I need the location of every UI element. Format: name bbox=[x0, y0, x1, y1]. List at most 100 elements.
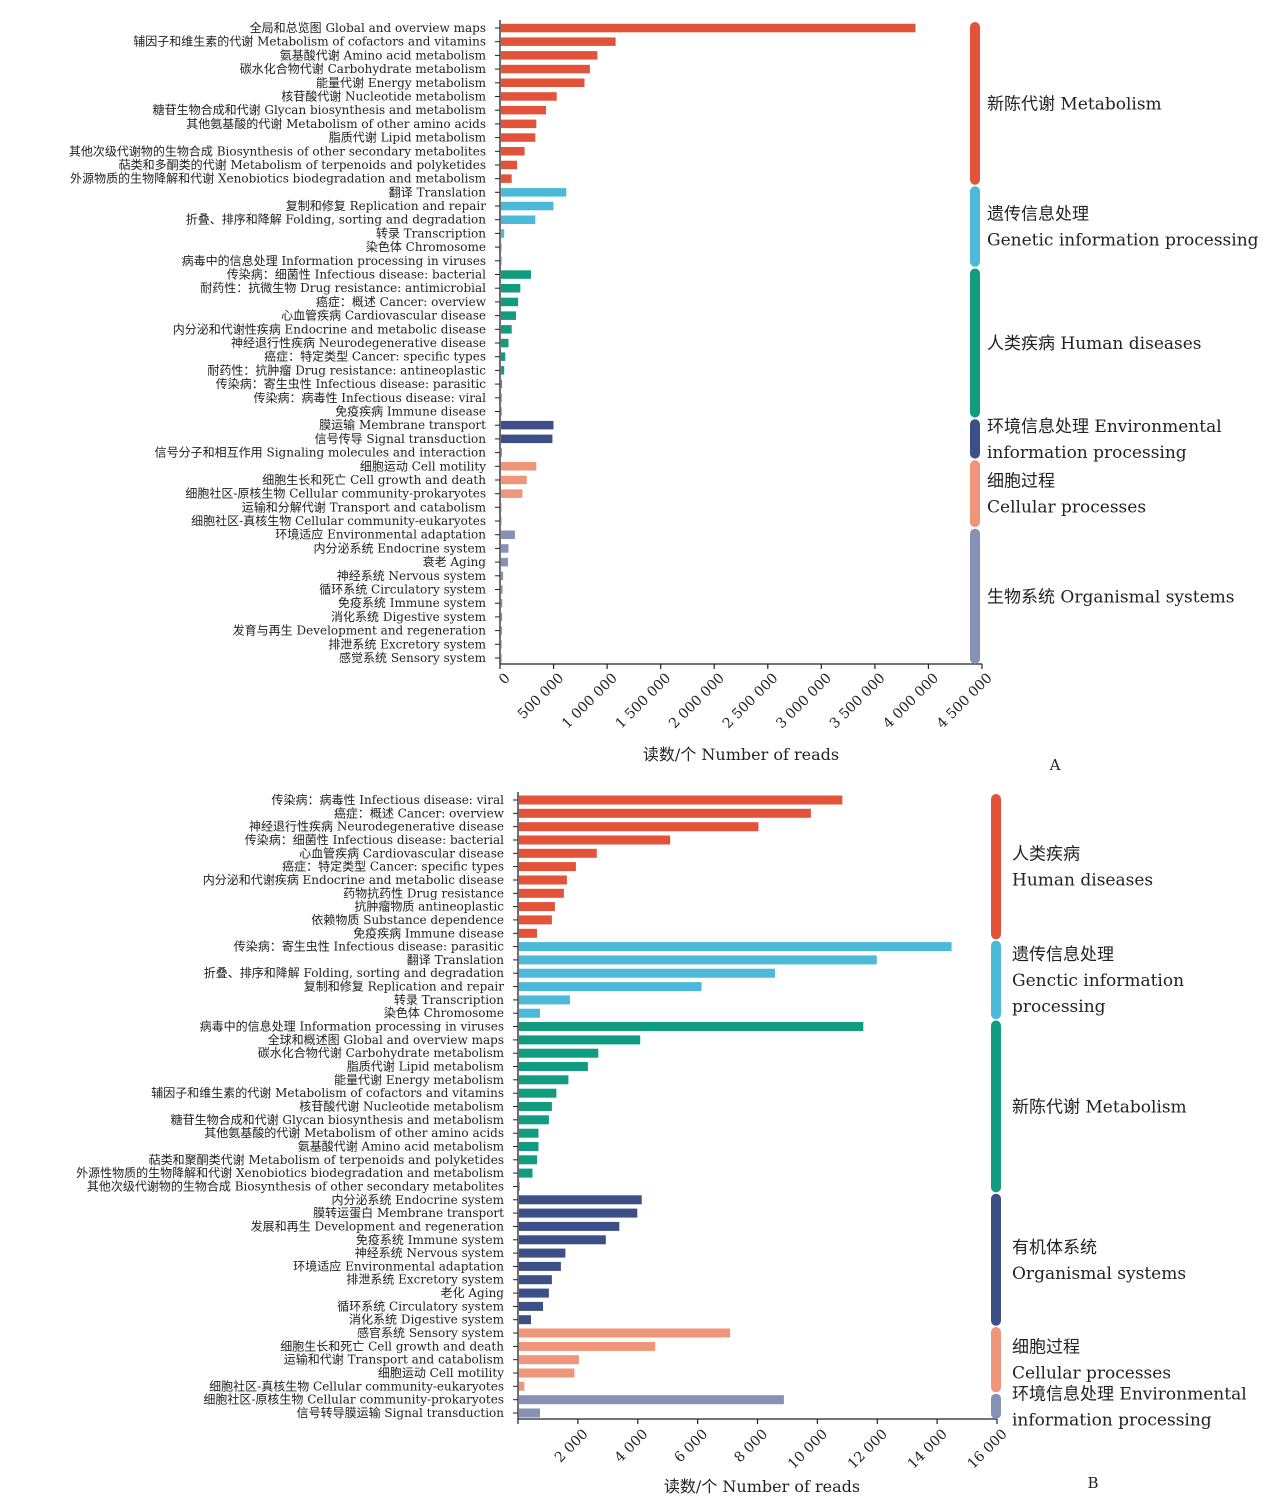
panel-b-bar bbox=[519, 1395, 784, 1405]
panel-a-bar bbox=[501, 242, 502, 252]
panel-b-group-label: 新陈代谢 Metabolism bbox=[1012, 1098, 1187, 1118]
panel-a-category-label: 细胞社区-真核生物 Cellular community-eukaryotes bbox=[191, 513, 486, 528]
panel-a-x-tick-label: 3 500 000 bbox=[827, 670, 889, 732]
panel-b-bar bbox=[519, 915, 552, 925]
panel-a-category-label: 内分泌系统 Endocrine system bbox=[313, 541, 486, 555]
panel-a-category-label: 神经系统 Nervous system bbox=[337, 569, 487, 583]
panel-a-bar bbox=[501, 119, 537, 129]
panel-a-category-label: 免疫系统 Immune system bbox=[338, 595, 487, 610]
panel-b-group-label: Human diseases bbox=[1012, 871, 1153, 891]
panel-b-bar bbox=[519, 1088, 557, 1098]
panel-a-group-label: Cellular processes bbox=[987, 498, 1146, 518]
panel-a-bar bbox=[501, 174, 512, 183]
panel-a-bar bbox=[501, 516, 502, 526]
panel-a-category-label: 感觉系统 Sensory system bbox=[339, 650, 487, 665]
panel-b-category-label: 感官系统 Sensory system bbox=[357, 1325, 505, 1340]
panel-b-category-label: 萜类和聚酮类代谢 Metabolism of terpenoids and po… bbox=[149, 1152, 504, 1167]
panel-b-bar bbox=[519, 968, 775, 978]
panel-b-bar bbox=[519, 1128, 539, 1138]
panel-b-bar bbox=[519, 1248, 566, 1258]
panel-a-category-label: 排泄系统 Excretory system bbox=[328, 637, 486, 651]
panel-a-x-tick-label: 3 000 000 bbox=[773, 670, 835, 732]
panel-a-category-label: 耐药性：抗微生物 Drug resistance: antimicrobial bbox=[200, 280, 486, 295]
panel-a-group-label: 遗传信息处理 bbox=[987, 205, 1089, 225]
panel-b-bar bbox=[519, 835, 671, 845]
panel-b-category-label: 复制和修复 Replication and repair bbox=[304, 979, 505, 994]
panel-a-bar bbox=[501, 557, 508, 567]
panel-a-bar bbox=[501, 434, 553, 444]
panel-b-category-label: 细胞生长和死亡 Cell growth and death bbox=[280, 1339, 504, 1353]
panel-b-category-label: 氨基酸代谢 Amino acid metabolism bbox=[298, 1139, 505, 1154]
panel-b-category-label: 免疫疾病 Immune disease bbox=[353, 925, 504, 940]
panel-b-x-tick-label: 8 000 bbox=[731, 1426, 771, 1466]
panel-a-category-label: 癌症：概述 Cancer: overview bbox=[316, 294, 487, 309]
panel-a-bar bbox=[501, 325, 512, 334]
panel-b-bar bbox=[519, 1328, 731, 1338]
panel-b-x-axis-title: 读数/个 Number of reads bbox=[664, 1477, 860, 1496]
panel-a-bar bbox=[501, 393, 502, 402]
panel-a-bar bbox=[501, 379, 502, 389]
panel-b-category-label: 细胞社区-原核生物 Cellular community-prokaryotes bbox=[203, 1392, 504, 1407]
panel-a-category-label: 消化系统 Digestive system bbox=[331, 610, 487, 624]
panel-a-bar bbox=[501, 338, 509, 348]
panel-b-bar bbox=[519, 888, 564, 898]
panel-a-group-bar bbox=[970, 419, 980, 459]
panel-b-x-tick-label: 16 000 bbox=[965, 1426, 1011, 1472]
panel-a-category-label: 免疫疾病 Immune disease bbox=[335, 404, 486, 419]
panel-b-category-label: 转录 Transcription bbox=[394, 992, 504, 1007]
panel-a-category-label: 萜类和多酮类的代谢 Metabolism of terpenoids and p… bbox=[119, 157, 486, 172]
panel-b-bar bbox=[519, 982, 702, 992]
panel-a-group-bar bbox=[970, 528, 980, 664]
panel-b-group-label: 有机体系统 bbox=[1012, 1238, 1097, 1258]
panel-b-category-label: 核苷酸代谢 Nucleotide metabolism bbox=[299, 1099, 504, 1114]
panel-a-category-label: 翻译 Translation bbox=[389, 185, 486, 199]
panel-a-bar bbox=[501, 78, 585, 87]
panel-a-group-bar bbox=[970, 186, 980, 267]
panel-a-bar bbox=[501, 462, 537, 471]
panel-b-group-bar bbox=[991, 940, 1001, 1020]
panel-b-bar bbox=[519, 1115, 549, 1125]
panel-a-group-bar bbox=[970, 268, 980, 418]
panel-b-bar bbox=[519, 995, 570, 1005]
panel-a-category-label: 发育与再生 Development and regeneration bbox=[233, 623, 487, 638]
panel-b-category-label: 依赖物质 Substance dependence bbox=[311, 912, 504, 927]
panel-a-category-label: 环境适应 Environmental adaptation bbox=[275, 527, 486, 542]
panel-b-bar bbox=[519, 1102, 552, 1111]
panel-b-category-label: 内分泌系统 Endocrine system bbox=[331, 1193, 504, 1207]
panel-b-category-label: 神经系统 Nervous system bbox=[355, 1246, 505, 1260]
panel-a-bar bbox=[501, 147, 525, 156]
panel-b-bar bbox=[519, 1235, 606, 1245]
panel-a-group-label: 新陈代谢 Metabolism bbox=[987, 94, 1162, 114]
panel-a-bar bbox=[501, 626, 502, 635]
panel-a-category-label: 信号分子和相互作用 Signaling molecules and intera… bbox=[155, 446, 487, 460]
panel-a-bar bbox=[501, 133, 536, 142]
panel-a-category-label: 碳水化合物代谢 Carbohydrate metabolism bbox=[240, 61, 487, 76]
panel-a-bar bbox=[501, 640, 502, 649]
panel-a-bar bbox=[501, 105, 546, 115]
panel-b-group-label: information processing bbox=[1012, 1410, 1212, 1430]
panel-b-category-label: 病毒中的信息处理 Information processing in virus… bbox=[200, 1019, 504, 1034]
panel-a-x-tick-label: 2 500 000 bbox=[720, 670, 782, 732]
panel-a-bar bbox=[501, 215, 536, 224]
panel-b-bar bbox=[519, 1195, 642, 1205]
panel-b-category-label: 抗肿瘤物质 antineoplastic bbox=[354, 899, 504, 914]
panel-b-bar bbox=[519, 955, 877, 965]
panel-b-category-label: 癌症：特定类型 Cancer: specific types bbox=[282, 859, 504, 874]
panel-a-bar bbox=[501, 612, 503, 622]
panel-a-bar bbox=[501, 92, 557, 101]
panel-a-bar bbox=[501, 366, 505, 375]
panel-b-category-label: 膜转运蛋白 Membrane transport bbox=[313, 1205, 504, 1220]
panel-a-bar bbox=[501, 503, 502, 512]
panel-a-letter: A bbox=[1049, 756, 1061, 774]
panel-a-category-label: 耐药性：抗肿瘤 Drug resistance: antineoplastic bbox=[207, 362, 486, 377]
panel-b-category-label: 免疫系统 Immune system bbox=[356, 1232, 505, 1247]
panel-b-letter: B bbox=[1087, 1474, 1098, 1492]
panel-a-x-tick-label: 4 500 000 bbox=[934, 670, 996, 732]
panel-b-category-label: 传染病：病毒性 Infectious disease: viral bbox=[271, 792, 504, 807]
panel-a-group-label: 生物系统 Organismal systems bbox=[987, 587, 1234, 607]
panel-a-bar bbox=[501, 599, 503, 608]
panel-a-bar bbox=[501, 489, 523, 498]
panel-a-category-label: 全局和总览图 Global and overview maps bbox=[250, 20, 486, 35]
panel-b-category-label: 全球和概述图 Global and overview maps bbox=[268, 1032, 504, 1047]
panel-a-category-label: 其他次级代谢物的生物合成 Biosynthesis of other secon… bbox=[69, 143, 486, 158]
